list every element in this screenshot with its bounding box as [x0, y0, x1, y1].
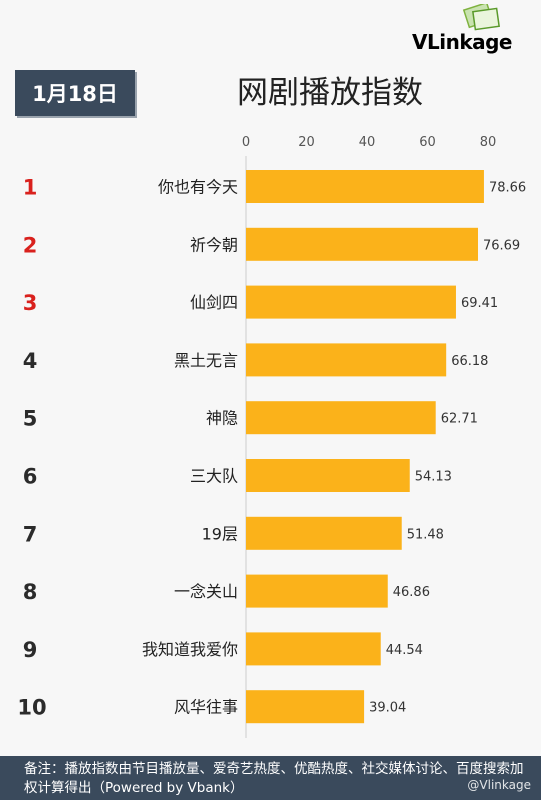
- data-label: 51.48: [407, 527, 444, 542]
- category-label: 一念关山: [174, 582, 238, 601]
- category-label: 我知道我爱你: [142, 640, 238, 659]
- x-tick-label: 0: [242, 135, 250, 150]
- category-label: 三大队: [190, 467, 238, 486]
- rank-label: 10: [17, 696, 46, 720]
- category-label: 祈今朝: [190, 235, 238, 254]
- data-label: 44.54: [386, 643, 423, 658]
- bar: [246, 285, 456, 319]
- bar: [246, 459, 410, 492]
- watermark: @Vlinkage: [467, 778, 531, 792]
- rank-label: 3: [23, 291, 38, 315]
- rank-label: 4: [23, 349, 38, 373]
- data-label: 66.18: [451, 354, 488, 369]
- category-label: 仙剑四: [190, 293, 238, 312]
- x-tick-label: 60: [419, 135, 436, 150]
- data-label: 54.13: [415, 470, 452, 485]
- bar: [246, 343, 447, 377]
- category-label: 神隐: [206, 409, 238, 428]
- bar: [246, 227, 478, 261]
- x-tick-label: 40: [359, 135, 376, 150]
- bar: [246, 690, 365, 724]
- category-label: 黑土无言: [174, 351, 238, 370]
- bar: [246, 574, 388, 608]
- bar-chart: 0 20 40 60 80 1 你也有今天 78.66 2 祈今朝 76.69 3 仙剑四 69.41 4 黑…: [17, 135, 526, 738]
- date-badge: 1月18日: [15, 70, 135, 116]
- data-label: 46.86: [393, 585, 430, 600]
- bar: [246, 632, 381, 666]
- rank-label: 6: [23, 465, 38, 489]
- data-label: 69.41: [461, 296, 498, 311]
- chart-title: 网剧播放指数: [237, 75, 423, 111]
- footer-bar: [0, 756, 541, 800]
- rank-label: 2: [23, 233, 38, 257]
- bar: [246, 516, 402, 550]
- brand-logo: VLinkage: [410, 1, 538, 60]
- category-label: 你也有今天: [158, 178, 238, 197]
- rank-label: 5: [23, 407, 38, 431]
- rank-label: 1: [23, 176, 38, 200]
- x-tick-label: 20: [298, 135, 315, 150]
- category-label: 19层: [202, 524, 238, 543]
- rank-label: 8: [23, 580, 38, 604]
- data-label: 78.66: [489, 181, 526, 196]
- brand-name: VLinkage: [412, 30, 513, 54]
- bar: [246, 401, 436, 435]
- data-label: 76.69: [483, 238, 520, 253]
- data-label: 62.71: [441, 412, 478, 427]
- bar: [246, 170, 484, 203]
- category-label: 风华往事: [174, 698, 238, 717]
- data-label: 39.04: [369, 701, 406, 716]
- footnote: 备注：播放指数由节目播放量、爱奇艺热度、优酷热度、社交媒体讨论、百度搜索加权计算…: [24, 761, 524, 796]
- logo-icon: [462, 1, 500, 31]
- rank-label: 7: [23, 522, 38, 546]
- x-tick-label: 80: [480, 135, 497, 150]
- rank-label: 9: [23, 638, 38, 662]
